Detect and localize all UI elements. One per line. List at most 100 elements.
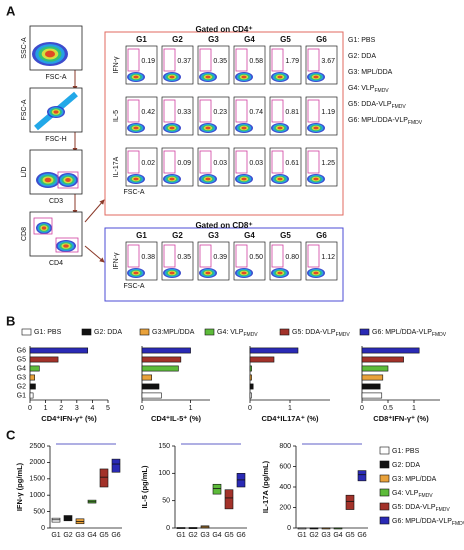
x-tick-label: G6 xyxy=(111,532,120,539)
bar xyxy=(141,392,162,399)
density xyxy=(313,75,319,79)
axis-label: CD3 xyxy=(49,198,63,205)
y-tick-label: 600 xyxy=(279,463,291,470)
legend-item: G2: DDA xyxy=(392,462,420,469)
text-sub: FMDV xyxy=(392,104,407,110)
x-tick-label: G4 xyxy=(212,532,221,539)
legend-swatch xyxy=(279,328,290,336)
x-tick-label: G5 xyxy=(224,532,233,539)
density xyxy=(241,75,247,79)
bar xyxy=(29,383,36,390)
density xyxy=(205,126,211,130)
legend-item: G1: PBS xyxy=(348,37,376,44)
text-main: G4: VLP xyxy=(392,490,419,497)
axis-label: SSC-A xyxy=(21,37,28,59)
x-tick-label: G5 xyxy=(345,532,354,539)
legend-swatch xyxy=(379,446,390,455)
text-sub: FMDV xyxy=(408,120,423,126)
density xyxy=(205,177,211,181)
gate-value: 1.12 xyxy=(321,254,335,261)
text-main: G1: PBS xyxy=(348,37,376,44)
density xyxy=(277,177,283,181)
x-tick-label: G1 xyxy=(51,532,60,539)
gate-value: 0.74 xyxy=(249,109,263,116)
density xyxy=(313,126,319,130)
x-tick-label: 0 xyxy=(360,405,364,412)
legend-swatch xyxy=(204,328,215,336)
gate xyxy=(235,150,248,174)
text-main: G3: MPL/DDA xyxy=(348,69,393,76)
gate-value: 0.19 xyxy=(141,58,155,65)
legend-item: G6: MPL/DDA-VLPFMDV xyxy=(372,329,447,338)
x-tick-label: 0.5 xyxy=(383,405,393,412)
legend-item: G5: DDA-VLPFMDV xyxy=(292,329,350,338)
y-tick-label: 800 xyxy=(279,443,291,450)
y-tick-label: 2000 xyxy=(29,459,45,466)
x-tick-label: G3 xyxy=(321,532,330,539)
gate-value: 0.09 xyxy=(177,160,191,167)
gate-value: 0.58 xyxy=(249,58,263,65)
density xyxy=(133,177,139,181)
box xyxy=(357,470,367,482)
gate xyxy=(271,150,284,174)
marker-label: IL-5 xyxy=(113,110,120,122)
panel-label: B xyxy=(6,313,15,328)
group-label: G2 xyxy=(172,231,183,240)
legend-item: G2: DDA xyxy=(94,329,122,336)
density xyxy=(277,271,283,275)
legend-swatch xyxy=(379,474,390,483)
bar xyxy=(29,356,59,363)
text-sub: FMDV xyxy=(452,521,464,527)
legend-item: G3:MPL/DDA xyxy=(152,329,195,336)
axis-label: FSC-H xyxy=(45,136,66,143)
bar xyxy=(29,392,34,399)
bar xyxy=(361,356,404,363)
x-tick-label: G2 xyxy=(188,532,197,539)
bar xyxy=(29,365,40,372)
legend-swatch xyxy=(359,328,370,336)
y-tick-label: 200 xyxy=(279,504,291,511)
group-label: G6 xyxy=(316,231,327,240)
category-label: G6 xyxy=(17,347,26,354)
x-tick-label: G3 xyxy=(200,532,209,539)
bar xyxy=(361,365,389,372)
axis-title: CD4⁺IL17A⁺ (%) xyxy=(261,414,319,423)
legend-swatch xyxy=(379,460,390,469)
gate-value: 0.02 xyxy=(141,160,155,167)
panel-label: A xyxy=(6,3,16,18)
group-label: G4 xyxy=(244,35,255,44)
density xyxy=(44,177,52,183)
axis-title: CD4⁺IL-5⁺ (%) xyxy=(151,414,202,423)
text-main: G1: PBS xyxy=(392,448,420,455)
bar xyxy=(141,347,191,354)
gate-value: 3.67 xyxy=(321,58,335,65)
gate xyxy=(307,150,320,174)
density xyxy=(277,126,283,130)
density xyxy=(313,271,319,275)
legend-item: G5: DDA-VLPFMDV xyxy=(392,504,450,513)
axis-title: CD4⁺IFN-γ⁺ (%) xyxy=(41,414,97,423)
group-label: G2 xyxy=(172,35,183,44)
bar xyxy=(249,365,252,372)
text-main: G6: MPL/DDA-VLP xyxy=(372,329,432,336)
bar xyxy=(249,356,275,363)
text-main: G2: DDA xyxy=(94,329,122,336)
legend-swatch xyxy=(139,328,150,336)
x-tick-label: 1 xyxy=(412,405,416,412)
gate xyxy=(163,99,176,123)
x-tick-label: G4 xyxy=(333,532,342,539)
gate-value: 0.50 xyxy=(249,254,263,261)
box xyxy=(111,458,121,473)
x-tick-label: 0 xyxy=(28,405,32,412)
x-tick-label: 0 xyxy=(140,405,144,412)
x-tick-label: G6 xyxy=(236,532,245,539)
text-main: G3:MPL/DDA xyxy=(152,329,195,336)
bar xyxy=(361,383,381,390)
text-sub: FMDV xyxy=(436,507,451,513)
group-label: G5 xyxy=(280,35,291,44)
legend-swatch xyxy=(379,516,390,525)
gate xyxy=(307,48,320,72)
marker-label: IL-17A xyxy=(113,156,120,177)
density xyxy=(277,75,283,79)
